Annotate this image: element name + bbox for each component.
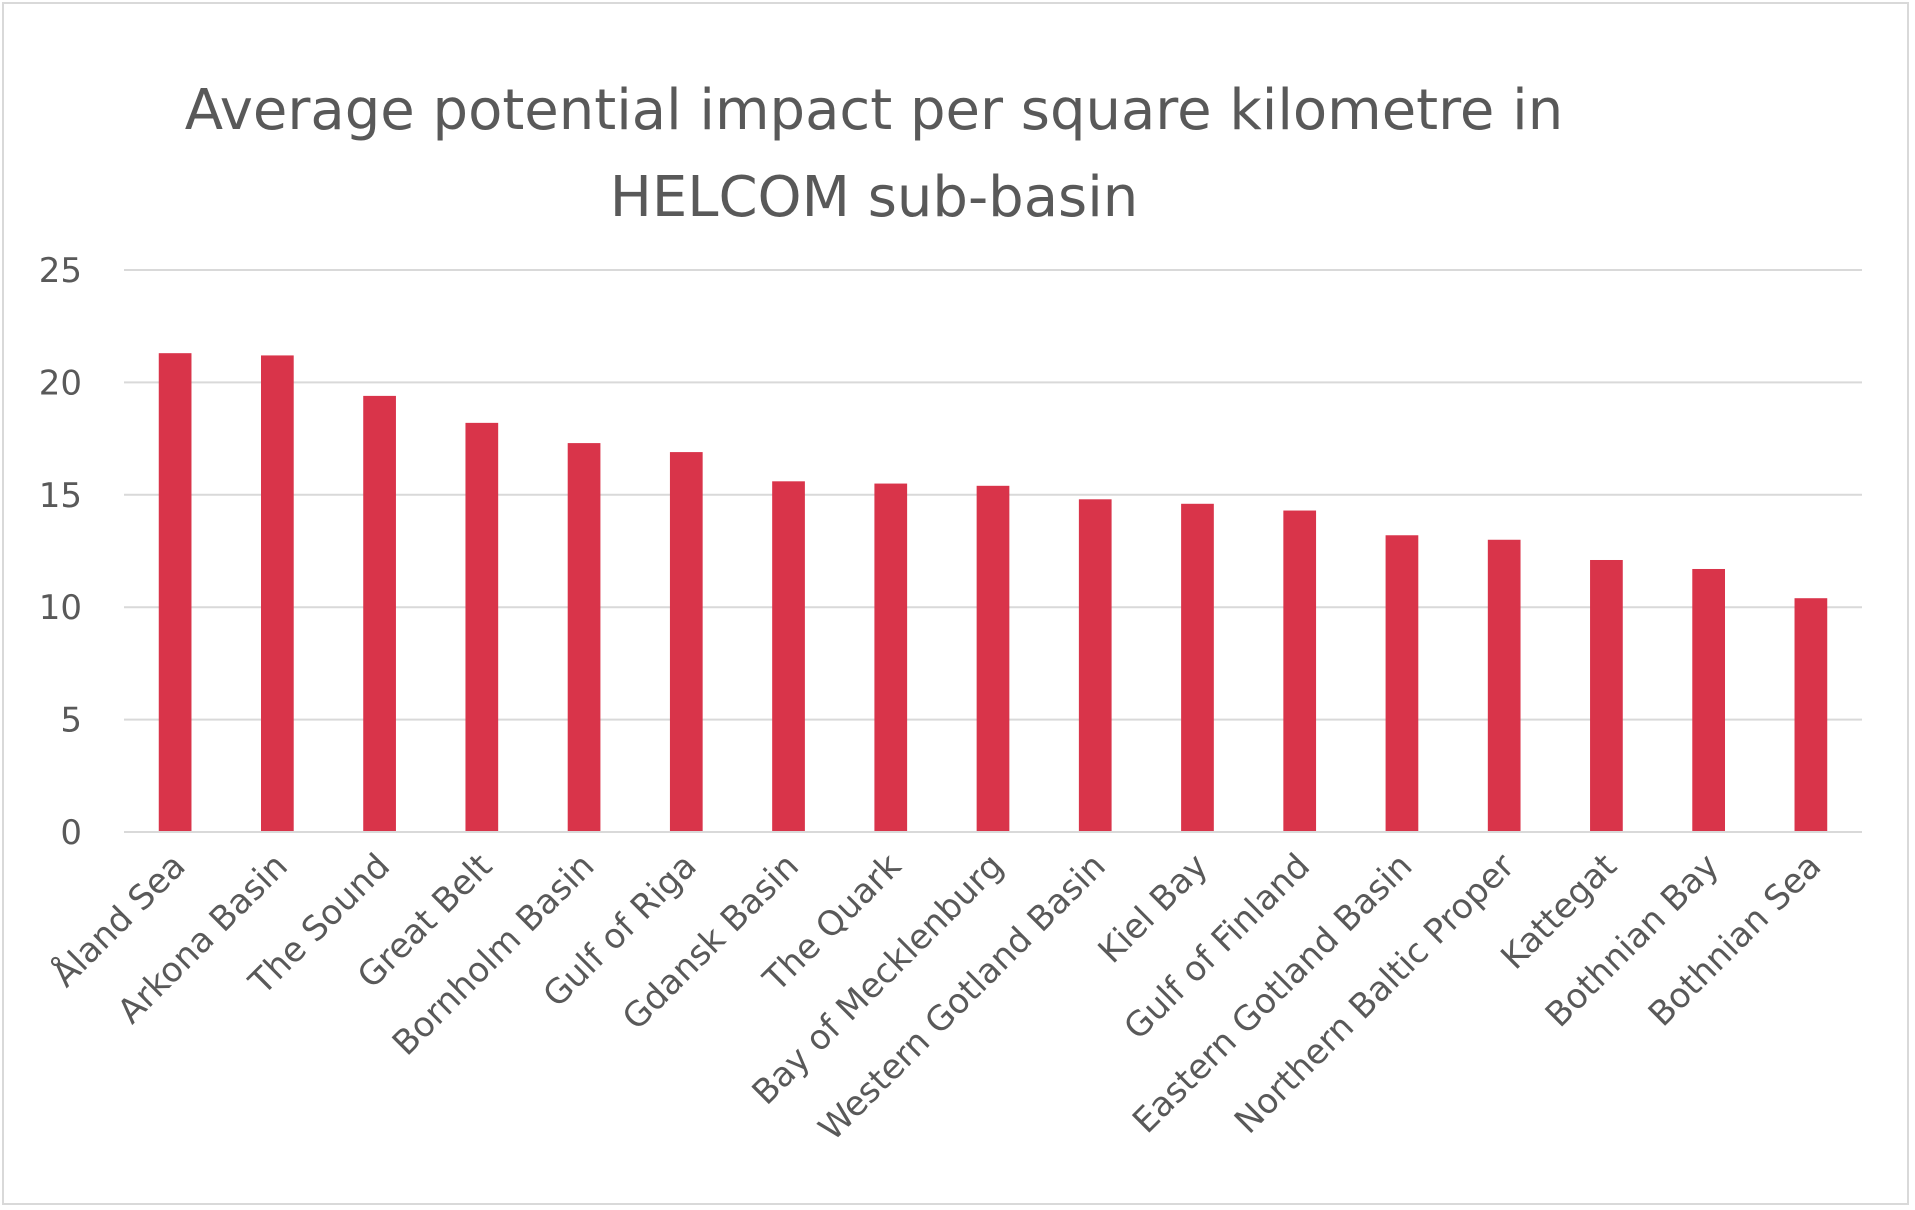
y-tick-label-0: 0 xyxy=(60,813,82,853)
bar-11 xyxy=(1283,510,1317,832)
bar-10 xyxy=(1181,503,1214,832)
y-tick-label-25: 25 xyxy=(39,251,82,291)
x-tick-label-6: Gdansk Basin xyxy=(615,846,807,1038)
x-tick-label-16: Bothnian Sea xyxy=(1641,846,1829,1034)
bar-9 xyxy=(1078,499,1112,832)
bar-2 xyxy=(363,395,396,832)
bar-3 xyxy=(465,422,499,832)
bar-4 xyxy=(567,443,601,832)
bar-13 xyxy=(1487,539,1521,832)
bars xyxy=(158,353,1828,832)
chart-title-line-1: Average potential impact per square kilo… xyxy=(185,78,1563,143)
bar-16 xyxy=(1794,598,1828,832)
bar-1 xyxy=(260,355,294,832)
chart-title-line-2: HELCOM sub-basin xyxy=(610,165,1139,230)
bar-12 xyxy=(1385,535,1419,832)
y-tick-label-10: 10 xyxy=(39,588,82,628)
bar-6 xyxy=(772,481,805,832)
y-tick-label-5: 5 xyxy=(60,701,82,741)
bar-14 xyxy=(1590,559,1623,832)
bar-7 xyxy=(874,483,908,832)
bar-8 xyxy=(976,485,1010,832)
x-tick-label-11: Gulf of Finland xyxy=(1116,846,1318,1048)
bar-15 xyxy=(1692,568,1726,832)
bar-chart: Average potential impact per square kilo… xyxy=(39,78,1862,1149)
chart-title: Average potential impact per square kilo… xyxy=(185,78,1563,230)
y-axis-tick-labels: 0 5 10 15 20 25 xyxy=(39,251,82,853)
x-tick-label-15: Bothnian Bay xyxy=(1538,846,1727,1035)
bar-5 xyxy=(669,452,703,832)
y-tick-label-15: 15 xyxy=(39,476,82,516)
bar-0 xyxy=(158,353,192,832)
y-tick-label-20: 20 xyxy=(39,363,82,403)
